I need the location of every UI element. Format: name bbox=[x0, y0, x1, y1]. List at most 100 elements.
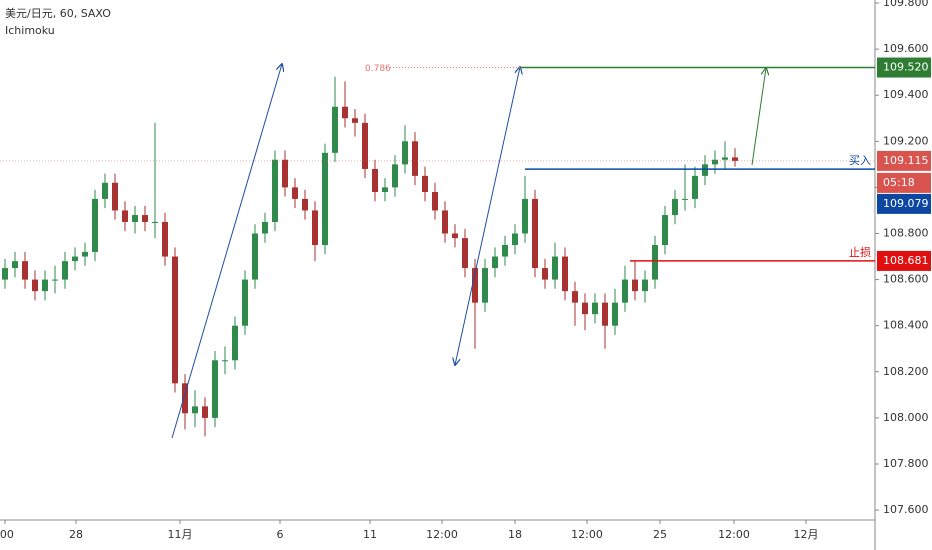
x-tick-label: 11 bbox=[363, 528, 377, 541]
candle-body bbox=[302, 198, 308, 211]
candle-body bbox=[502, 245, 508, 257]
price-box bbox=[877, 193, 931, 214]
candle-body bbox=[122, 210, 128, 222]
candle-body bbox=[652, 245, 658, 280]
candle-body bbox=[232, 325, 238, 361]
candle-body bbox=[102, 182, 108, 199]
plot-area bbox=[2, 76, 738, 437]
candle-body bbox=[322, 152, 328, 246]
candle-body bbox=[452, 233, 458, 239]
candle-body bbox=[672, 198, 678, 216]
candle-body bbox=[362, 122, 368, 169]
candle-body bbox=[332, 106, 338, 153]
candle-body bbox=[262, 221, 268, 234]
price-box bbox=[877, 250, 931, 271]
candle-body bbox=[632, 279, 638, 292]
x-tick-label: 28 bbox=[69, 528, 83, 541]
x-tick-label: 12:00 bbox=[571, 528, 603, 541]
candle-body bbox=[342, 106, 348, 119]
candle-body bbox=[292, 187, 298, 199]
candle-body bbox=[442, 210, 448, 234]
candle-body bbox=[532, 198, 538, 269]
candle-body bbox=[662, 215, 668, 246]
candle-body bbox=[712, 159, 718, 165]
arrow bbox=[455, 67, 520, 365]
arrow bbox=[751, 68, 766, 166]
candle-body bbox=[202, 406, 208, 418]
candle-body bbox=[162, 221, 168, 257]
price-box-label: 108.681 bbox=[883, 254, 929, 267]
price-box bbox=[877, 57, 931, 78]
candle-body bbox=[732, 157, 738, 161]
y-tick-label: 107.800 bbox=[883, 457, 929, 470]
candle-body bbox=[192, 406, 198, 414]
candle-body bbox=[572, 291, 578, 303]
candle-body bbox=[642, 279, 648, 292]
candle-body bbox=[582, 302, 588, 315]
candle-body bbox=[62, 261, 68, 280]
candle-body bbox=[2, 268, 8, 280]
candle-body bbox=[432, 192, 438, 211]
candle-body bbox=[422, 175, 428, 193]
candle-body bbox=[542, 268, 548, 280]
candle-body bbox=[32, 279, 38, 292]
level-name: 止损 bbox=[849, 245, 871, 259]
candle-body bbox=[692, 175, 698, 199]
candle-body bbox=[562, 256, 568, 292]
y-tick-label: 108.400 bbox=[883, 319, 929, 332]
y-tick-label: 108.000 bbox=[883, 411, 929, 424]
candle-body bbox=[552, 256, 558, 280]
candle-body bbox=[82, 251, 88, 257]
x-tick-label: 18 bbox=[508, 528, 522, 541]
candle-body bbox=[522, 198, 528, 234]
candle-body bbox=[92, 198, 98, 252]
indicator-label: Ichimoku bbox=[5, 24, 55, 37]
candle-body bbox=[612, 302, 618, 326]
candle-body bbox=[412, 141, 418, 176]
candle-body bbox=[252, 233, 258, 280]
candle-body bbox=[272, 159, 278, 222]
x-tick-label: 12月 bbox=[794, 528, 819, 541]
x-tick-label: 6 bbox=[277, 528, 284, 541]
y-tick-label: 108.200 bbox=[883, 365, 929, 378]
drawings bbox=[171, 64, 766, 439]
candle-body bbox=[352, 118, 358, 123]
price-box bbox=[877, 150, 931, 171]
candle-body bbox=[112, 182, 118, 211]
candle-body bbox=[72, 256, 78, 262]
candle-body bbox=[722, 157, 728, 160]
candle-body bbox=[702, 164, 708, 176]
price-box-label: 05:18 bbox=[883, 176, 915, 189]
candle-body bbox=[242, 279, 248, 326]
price-box bbox=[877, 172, 931, 193]
price-box-label: 109.079 bbox=[883, 197, 929, 210]
x-tick-label: :00 bbox=[0, 528, 14, 541]
candle-body bbox=[382, 187, 388, 193]
x-tick-label: 12:00 bbox=[426, 528, 458, 541]
fib-label: 0.786 bbox=[365, 64, 391, 74]
candle-body bbox=[622, 279, 628, 303]
candle-body bbox=[42, 279, 48, 292]
chart-title: 美元/日元, 60, SAXO bbox=[5, 7, 111, 20]
candle-body bbox=[172, 256, 178, 384]
y-tick-label: 109.600 bbox=[883, 42, 929, 55]
candle-body bbox=[482, 268, 488, 303]
candle-body bbox=[372, 168, 378, 193]
candle-body bbox=[402, 141, 408, 165]
level-name: 买入 bbox=[849, 154, 871, 167]
price-box-label: 109.115 bbox=[883, 154, 929, 167]
candle-body bbox=[132, 215, 138, 222]
x-tick-label: 25 bbox=[653, 528, 667, 541]
candle-body bbox=[462, 238, 468, 269]
candle-body bbox=[282, 159, 288, 188]
arrow bbox=[171, 64, 282, 439]
candle-body bbox=[602, 302, 608, 326]
candle-body bbox=[392, 164, 398, 188]
y-tick-label: 109.800 bbox=[883, 0, 929, 9]
candle-body bbox=[312, 210, 318, 246]
candle-body bbox=[12, 261, 18, 269]
candle-body bbox=[222, 360, 228, 362]
candle-body bbox=[492, 256, 498, 269]
y-tick-label: 107.600 bbox=[883, 503, 929, 516]
